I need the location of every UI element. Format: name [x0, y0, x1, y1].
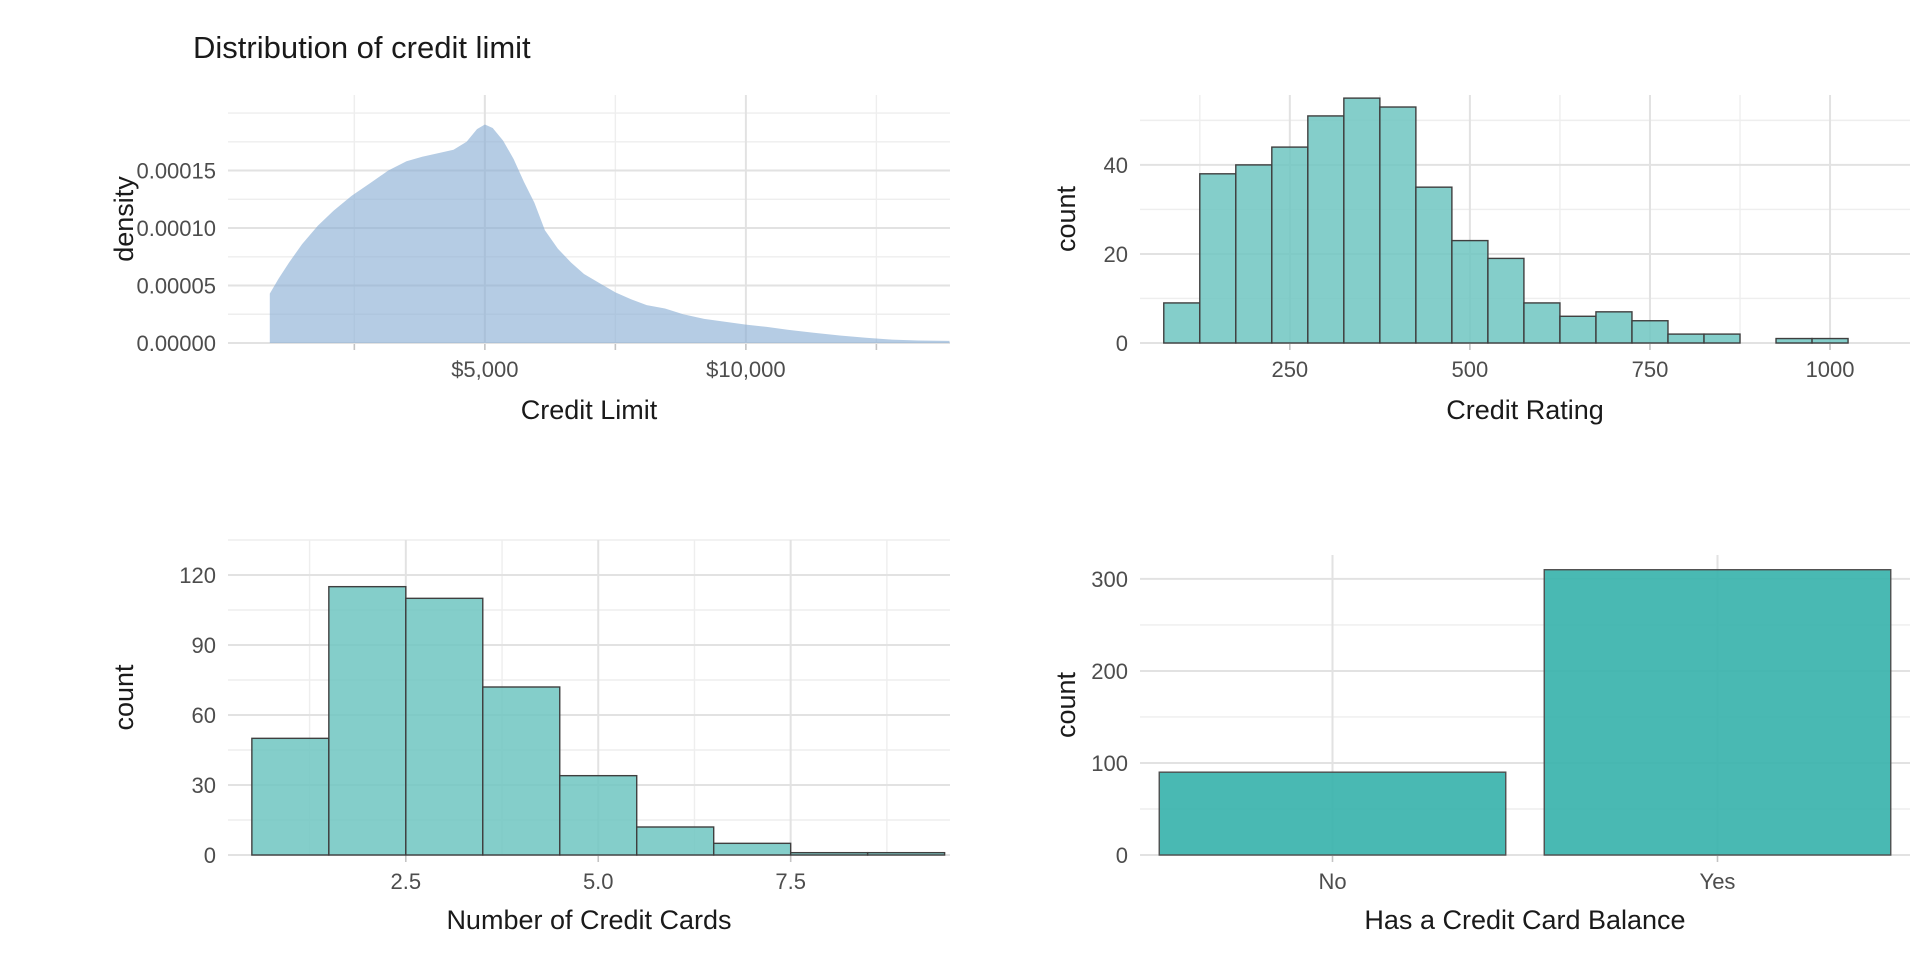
y-tick-label: 0.00000: [136, 331, 216, 356]
histogram-bar: [1523, 302, 1561, 344]
histogram-bar: [1703, 333, 1741, 344]
y-tick-label: 20: [1104, 242, 1128, 267]
x-tick-label: $10,000: [706, 357, 786, 382]
histogram-bar: [1595, 311, 1633, 344]
chart-data-layer: [1163, 97, 1849, 344]
x-axis-title: Has a Credit Card Balance: [1364, 905, 1685, 935]
axes: No Yes 0 100 200 300 Has a Credit Card Balance…: [1051, 567, 1735, 935]
histogram-bar: [1415, 186, 1453, 344]
credit-balance-bar-chart: No Yes 0 100 200 300 Has a Credit Card Balance…: [1051, 555, 1910, 935]
x-axis-title: Number of Credit Cards: [446, 905, 731, 935]
y-axis-title: count: [1051, 185, 1081, 252]
y-tick-label: 40: [1104, 153, 1128, 178]
histogram-bar: [789, 851, 869, 856]
x-tick-label: Yes: [1700, 869, 1736, 894]
y-tick-label: 0: [1116, 331, 1128, 356]
histogram-bar: [1343, 97, 1381, 344]
x-axis-title: Credit Rating: [1446, 395, 1604, 425]
histogram-bar: [559, 774, 638, 856]
histogram-bar: [1667, 333, 1705, 344]
bar-yes: [1543, 569, 1892, 856]
histogram-bar: [328, 585, 407, 856]
axes: 250 500 750 1000 0 20 40 Credit Rating count: [1051, 153, 1855, 425]
histogram-bar: [1235, 164, 1273, 344]
y-tick-label: 300: [1091, 567, 1128, 592]
y-tick-label: 0.00015: [136, 159, 216, 184]
cell-credit-rating-histogram: 250 500 750 1000 0 20 40 Credit Rating count: [960, 0, 1920, 480]
histogram-bar: [405, 597, 484, 856]
x-axis-title: Credit Limit: [521, 395, 658, 425]
plot-title: Distribution of credit limit: [193, 30, 531, 65]
histogram-bar: [1271, 146, 1309, 344]
histogram-bar: [1631, 320, 1669, 344]
bar-no: [1158, 771, 1507, 856]
y-tick-label: 0.00005: [136, 274, 216, 299]
x-tick-label: No: [1318, 869, 1346, 894]
x-tick-label: 2.5: [391, 869, 422, 894]
x-tick-label: 750: [1632, 357, 1669, 382]
x-tick-label: 7.5: [775, 869, 806, 894]
histogram-bar: [482, 686, 561, 856]
y-tick-label: 0: [1116, 843, 1128, 868]
y-tick-label: 60: [192, 703, 216, 728]
axes: 2.5 5.0 7.5 0 30 60 90 120 Number of Credit Card…: [109, 563, 806, 935]
y-tick-label: 30: [192, 773, 216, 798]
histogram-bar: [1451, 239, 1489, 344]
histogram-bar: [1811, 337, 1849, 344]
y-tick-label: 0.00010: [136, 216, 216, 241]
axes: $5,000 $10,000 0.00000 0.00005 0.00010 0.0001…: [109, 30, 878, 425]
y-axis-title: count: [1051, 671, 1081, 738]
x-tick-label: 5.0: [583, 869, 614, 894]
credit-cards-histogram-chart: 2.5 5.0 7.5 0 30 60 90 120 Number of Credit Card…: [109, 539, 950, 935]
histogram-bar: [1163, 302, 1201, 344]
histogram-bar: [712, 842, 792, 856]
x-tick-label: 250: [1271, 357, 1308, 382]
x-tick-label: 1000: [1806, 357, 1855, 382]
histogram-bar: [636, 826, 715, 856]
cell-credit-balance-bar: No Yes 0 100 200 300 Has a Credit Card Balance…: [960, 480, 1920, 960]
y-tick-label: 0: [204, 843, 216, 868]
credit-rating-histogram-chart: 250 500 750 1000 0 20 40 Credit Rating count: [1051, 95, 1910, 425]
x-tick-label: $5,000: [451, 357, 518, 382]
cell-credit-limit-density: $5,000 $10,000 0.00000 0.00005 0.00010 0.0001…: [0, 0, 960, 480]
y-tick-label: 120: [179, 563, 216, 588]
cell-credit-cards-histogram: 2.5 5.0 7.5 0 30 60 90 120 Number of Credit Card…: [0, 480, 960, 960]
density-area: [269, 124, 950, 343]
histogram-bar: [1775, 337, 1813, 344]
histogram-bar: [1307, 115, 1345, 344]
x-tick-label: 500: [1452, 357, 1489, 382]
histogram-bar: [866, 851, 946, 856]
histogram-bar: [1379, 106, 1417, 344]
chart-data-layer: [251, 585, 946, 856]
histogram-bar: [1559, 315, 1597, 344]
credit-limit-density-chart: $5,000 $10,000 0.00000 0.00005 0.00010 0.0001…: [109, 30, 950, 425]
histogram-bar: [1487, 257, 1525, 344]
chart-data-layer: [1158, 569, 1892, 856]
y-axis-title: count: [109, 664, 139, 731]
chart-data-layer: [269, 124, 950, 343]
y-axis-title: density: [109, 176, 139, 262]
histogram-bar: [1199, 173, 1237, 344]
histogram-bar: [251, 737, 330, 856]
y-tick-label: 200: [1091, 659, 1128, 684]
y-tick-label: 90: [192, 633, 216, 658]
y-tick-label: 100: [1091, 751, 1128, 776]
